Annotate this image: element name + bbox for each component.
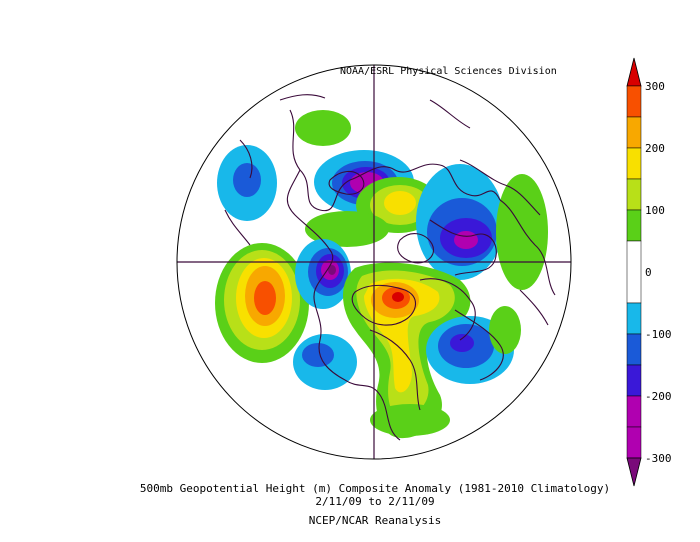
anomaly-east-asia-negative: [217, 145, 277, 221]
colorbar-box-neg250-neg300: [626, 426, 642, 459]
colorbar-tick-label: 200: [645, 142, 665, 155]
colorbar-box-150-200: [626, 147, 642, 180]
colorbar-tick-label: 0: [645, 266, 652, 279]
anomaly-field: [215, 110, 548, 439]
colorbar-box-neutral: [626, 240, 642, 304]
colorbar-tick-label: -200: [645, 390, 672, 403]
colorbar-box-neg200-neg250: [626, 395, 642, 428]
map-data-source: NCEP/NCAR Reanalysis: [308, 514, 442, 527]
anomaly-southwest-pacific-negative: [293, 334, 357, 390]
colorbar-tick-label: -100: [645, 328, 672, 341]
colorbar-box-neg150-neg200: [626, 364, 642, 397]
colorbar-box-neg100-neg150: [626, 333, 642, 366]
colorbar: 300 200 100 0 -100 -200 -300: [626, 57, 672, 487]
map-credit: NOAA/ESRL Physical Sciences Division: [340, 66, 557, 77]
anomaly-central-asia-positive: [496, 174, 548, 290]
anomaly-middle-east-positive: [489, 306, 521, 354]
anomaly-alaska-negative: [295, 239, 351, 309]
colorbar-tick-label: 100: [645, 204, 665, 217]
colorbar-box-50-100: [626, 209, 642, 242]
anomaly-europe-negative: [416, 164, 504, 280]
anomaly-north-atlantic-positive: [295, 110, 351, 146]
colorbar-max-arrow: [626, 57, 642, 87]
colorbar-box-200-250: [626, 116, 642, 149]
map-title: 500mb Geopotential Height (m) Composite …: [139, 482, 611, 495]
colorbar-box-250-300: [626, 85, 642, 118]
colorbar-min-arrow: [626, 457, 642, 487]
anomaly-pole-positive: [305, 211, 389, 247]
coastlines: [224, 94, 556, 441]
colorbar-box-neg50-neg100: [626, 302, 642, 335]
colorbar-box-100-150: [626, 178, 642, 211]
colorbar-tick-label: 300: [645, 80, 665, 93]
colorbar-tick-label: -300: [645, 452, 672, 465]
globe-border: [176, 64, 572, 460]
anomaly-subtropical-positive: [370, 404, 450, 436]
map-date-range: 2/11/09 to 2/11/09: [315, 495, 435, 508]
anomaly-pacific-positive: [215, 243, 309, 363]
